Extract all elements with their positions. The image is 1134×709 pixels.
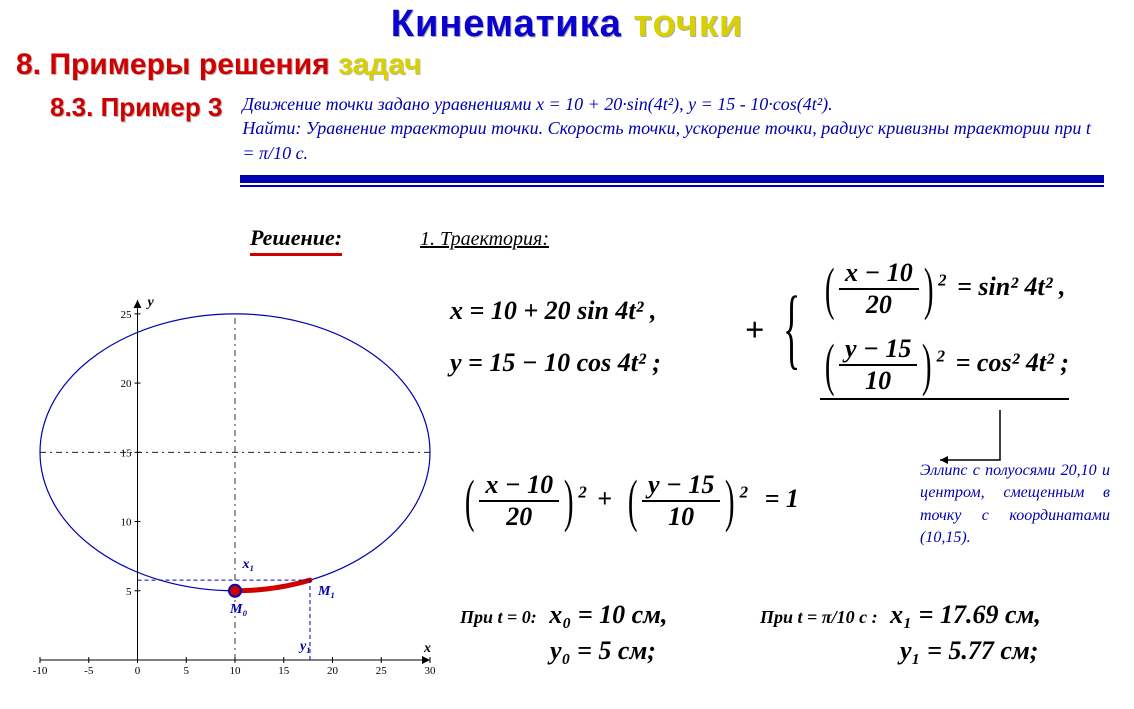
plus-symbol: + bbox=[745, 312, 764, 349]
svg-text:5: 5 bbox=[126, 586, 132, 598]
trajectory-label: 1. Траектория: bbox=[420, 228, 549, 251]
svg-text:x₁: x₁ bbox=[241, 557, 254, 572]
svg-text:0: 0 bbox=[135, 665, 141, 677]
combined-frac2-num: y − 15 bbox=[642, 470, 720, 502]
svg-text:20: 20 bbox=[327, 665, 339, 677]
svg-text:y₁: y₁ bbox=[298, 639, 311, 654]
condition-t0: При t = 0: x₀ = 10 см, y₀ = 5 см; bbox=[460, 600, 668, 666]
divider-thick bbox=[240, 175, 1104, 183]
divider-thin bbox=[240, 185, 1104, 187]
combined-frac2-den: 10 bbox=[642, 502, 720, 532]
svg-text:-10: -10 bbox=[33, 665, 48, 677]
t1-x: x₁ = 17.69 см, bbox=[890, 600, 1041, 629]
trajectory-chart: -10 -5 0 5 10 15 20 25 30 5 10 15 20 25 y x M₀ M₁ x₁ y₁ bbox=[10, 280, 440, 686]
title-word-1: Кинематика bbox=[391, 3, 622, 45]
title-word-2: точки bbox=[633, 3, 743, 45]
svg-text:5: 5 bbox=[184, 665, 190, 677]
section-text-yellow: задач bbox=[338, 48, 422, 81]
frac1-den: 20 bbox=[839, 290, 919, 320]
svg-text:15: 15 bbox=[121, 447, 133, 459]
svg-text:x: x bbox=[423, 641, 431, 656]
combined-frac1-den: 20 bbox=[479, 502, 559, 532]
main-title: Кинематика точки bbox=[0, 0, 1134, 46]
svg-text:10: 10 bbox=[121, 517, 133, 529]
ellipse-equation: (x − 1020)2 + (y − 1510)2 = 1 bbox=[460, 470, 799, 532]
svg-text:M₁: M₁ bbox=[317, 584, 335, 599]
section-num: 8. bbox=[16, 48, 41, 81]
ellipse-annotation: Эллипс с полуосями 20,10 и центром, смещ… bbox=[920, 460, 1110, 550]
problem-text-1c: . bbox=[828, 94, 833, 114]
svg-text:y: y bbox=[146, 295, 155, 310]
problem-text-1a: Движение точки задано уравнениями bbox=[242, 94, 536, 114]
eq-x: x = 10 + 20 sin 4t² , bbox=[450, 285, 661, 337]
eq-y: y = 15 − 10 cos 4t² ; bbox=[450, 337, 661, 389]
eq-system-left: x = 10 + 20 sin 4t² , y = 15 − 10 cos 4t… bbox=[450, 285, 661, 389]
t0-label: При t = 0: bbox=[460, 607, 537, 627]
svg-text:M₀: M₀ bbox=[229, 602, 247, 617]
t0-y: y₀ = 5 см; bbox=[550, 636, 668, 666]
section-text-red: Примеры решения bbox=[49, 48, 329, 81]
frac2-num: y − 15 bbox=[839, 334, 917, 366]
svg-text:25: 25 bbox=[376, 665, 388, 677]
problem-eq2: y = 15 - 10·cos(4t²) bbox=[688, 94, 828, 114]
frac1-num: x − 10 bbox=[839, 258, 919, 290]
left-curly-brace-icon: { bbox=[783, 293, 800, 365]
t0-x: x₀ = 10 см, bbox=[549, 600, 667, 629]
combined-plus: + bbox=[597, 484, 612, 513]
eq-right-2: = cos² 4t² ; bbox=[956, 348, 1069, 377]
svg-text:15: 15 bbox=[278, 665, 290, 677]
problem-text-1b: , bbox=[679, 94, 688, 114]
problem-eq1: x = 10 + 20·sin(4t²) bbox=[536, 94, 679, 114]
section-heading: 8. Примеры решения задач bbox=[16, 48, 1134, 82]
problem-row: 8.3. Пример 3 Движение точки задано урав… bbox=[0, 92, 1134, 165]
big-plus: + bbox=[745, 312, 764, 350]
svg-text:25: 25 bbox=[121, 309, 133, 321]
t1-label: При t = π/10 с : bbox=[760, 607, 878, 627]
combined-frac1-num: x − 10 bbox=[479, 470, 559, 502]
problem-text-2: Найти: Уравнение траектории точки. Скоро… bbox=[242, 118, 1091, 162]
eq-system-right: { (x − 1020)2 = sin² 4t² , (y − 1510)2 =… bbox=[770, 258, 1069, 400]
t1-y: y₁ = 5.77 см; bbox=[900, 636, 1041, 666]
condition-t1: При t = π/10 с : x₁ = 17.69 см, y₁ = 5.7… bbox=[760, 600, 1041, 666]
combined-rhs: = 1 bbox=[765, 484, 799, 513]
solution-label: Решение: bbox=[250, 225, 342, 256]
svg-text:20: 20 bbox=[121, 378, 133, 390]
svg-text:-5: -5 bbox=[84, 665, 94, 677]
frac2-den: 10 bbox=[839, 366, 917, 396]
example-label: 8.3. Пример 3 bbox=[50, 92, 222, 165]
svg-text:30: 30 bbox=[425, 665, 437, 677]
eq-right-1: = sin² 4t² , bbox=[957, 272, 1065, 301]
problem-statement: Движение точки задано уравнениями x = 10… bbox=[242, 92, 1104, 165]
svg-text:10: 10 bbox=[230, 665, 242, 677]
